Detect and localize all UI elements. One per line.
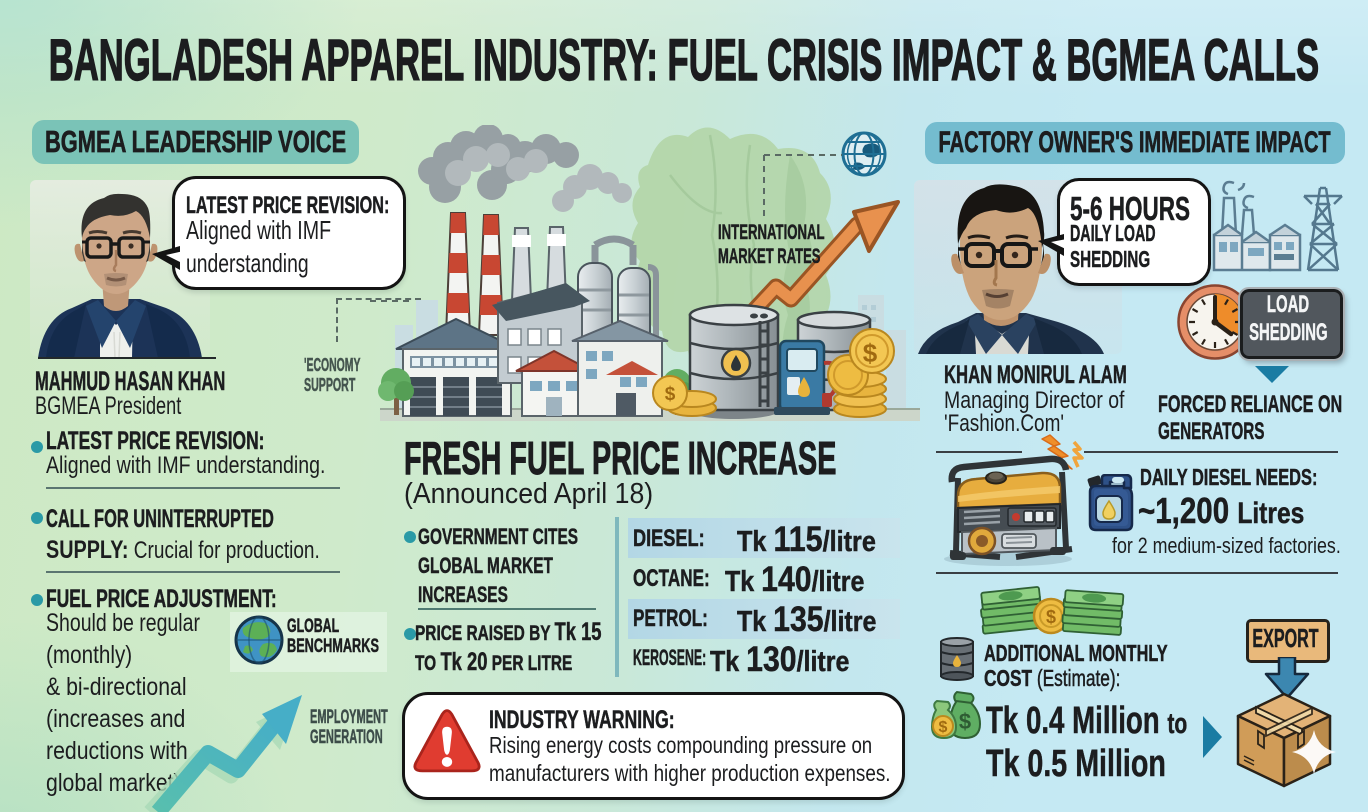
svg-text:$: $ <box>1046 607 1056 627</box>
svg-text:$: $ <box>959 709 971 734</box>
svg-text:$: $ <box>665 384 676 405</box>
svg-text:$: $ <box>863 338 878 368</box>
svg-text:$: $ <box>939 719 948 736</box>
